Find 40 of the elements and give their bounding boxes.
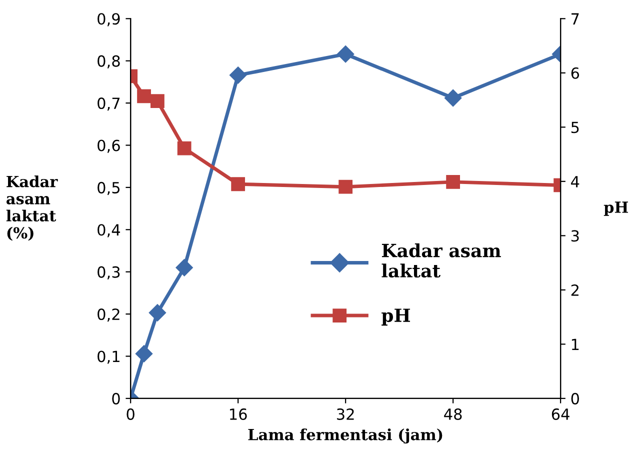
point — [177, 141, 192, 156]
legend-label: pH — [382, 308, 410, 326]
point — [444, 89, 462, 107]
legend-label: Kadar asam laktat — [382, 243, 501, 278]
y2-tick-label: 5 — [571, 122, 579, 134]
y2-tick-label: 0 — [571, 392, 579, 404]
y-axis-title: Kadar asam laktat (%) — [6, 175, 58, 241]
y2-tick-label: 2 — [571, 284, 578, 296]
point — [446, 175, 460, 189]
x-tick-label: 16 — [230, 408, 247, 420]
point — [148, 304, 166, 322]
point — [176, 259, 193, 276]
y-tick-label: 0,6 — [98, 140, 120, 153]
y-tick-label: 0,9 — [98, 13, 120, 26]
point — [231, 177, 246, 192]
y-tick-label: 0,2 — [98, 308, 120, 322]
y-tick-label: 0,3 — [98, 266, 120, 280]
x-tick-label: 64 — [552, 408, 570, 420]
x-tick-label: 48 — [444, 408, 462, 420]
y2-tick-label: 4 — [571, 176, 580, 188]
y2-tick-label: 1 — [572, 338, 579, 350]
point — [230, 66, 247, 84]
point — [135, 345, 153, 362]
y-tick-label: 0,5 — [98, 182, 120, 196]
x-axis-title: Lama fermentasi (jam) — [248, 428, 442, 444]
x-tick-label: 0 — [126, 408, 134, 420]
y-tick-label: 0,7 — [98, 98, 120, 111]
y-tick-label: 0,1 — [98, 350, 120, 364]
y-tick-label: 0,8 — [98, 55, 120, 68]
y2-tick-label: 3 — [571, 230, 579, 242]
point — [137, 89, 151, 104]
y2-tick-label: 7 — [572, 13, 579, 24]
y2-tick-label: 6 — [571, 67, 580, 79]
y-tick-label: 0 — [112, 392, 120, 404]
y-tick-label: 0,4 — [98, 224, 120, 238]
point — [150, 94, 164, 108]
x-tick-label: 32 — [337, 408, 354, 420]
point — [337, 46, 354, 63]
point — [338, 180, 353, 194]
y2-axis-title: pH — [604, 202, 628, 216]
